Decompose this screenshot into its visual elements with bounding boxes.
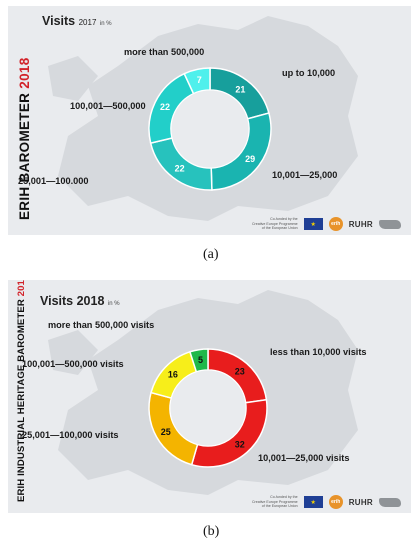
slice-value-label: 25 bbox=[161, 427, 171, 437]
slice-value-label: 22 bbox=[160, 102, 170, 112]
chart-panel-b: 23 32 25 16 5 less than 10,000 visits 10,001—… bbox=[8, 280, 411, 513]
donut-chart-2018: 23 32 25 16 5 less than 10,000 visits 10,001—… bbox=[22, 290, 367, 495]
donut-chart-2017: 21 29 22 22 7 up to 10,000 10,001—25,000 25,00… bbox=[18, 16, 358, 221]
eu-flag-icon: ★ bbox=[303, 496, 323, 508]
footer-logos: Co-funded by the Creative Europe Program… bbox=[252, 217, 401, 231]
ruhr-logo: RUHR bbox=[348, 219, 373, 229]
donut-slice bbox=[188, 348, 209, 373]
slice-value-label: 32 bbox=[235, 440, 245, 450]
slice-value-label: 22 bbox=[175, 164, 185, 174]
slice-value-label: 5 bbox=[198, 355, 203, 365]
slice-category-label: 25,001—100.000 bbox=[18, 176, 89, 186]
slice-category-label: 100,001—500,000 visits bbox=[22, 359, 124, 369]
slice-category-label: 100,001—500,000 bbox=[70, 101, 146, 111]
slice-category-label: 10,001—25,000 visits bbox=[258, 453, 349, 463]
slice-category-label: more than 500,000 bbox=[124, 47, 204, 57]
slice-category-label: 25,001—100,000 visits bbox=[22, 430, 119, 440]
caption-a: (a) bbox=[203, 247, 219, 262]
donut-hole bbox=[170, 370, 246, 446]
slice-category-label: up to 10,000 bbox=[282, 68, 335, 78]
chart-title: Visits 2018 in % bbox=[40, 294, 120, 308]
erih-logo: erih bbox=[328, 495, 343, 509]
chart-panel-a: 21 29 22 22 7 up to 10,000 10,001—25,000 25,00… bbox=[8, 6, 411, 235]
funding-note: Co-funded by the Creative Europe Program… bbox=[251, 217, 298, 231]
ruhr-logo: RUHR bbox=[348, 497, 373, 507]
eu-flag-icon: ★ bbox=[303, 218, 323, 230]
slice-value-label: 23 bbox=[235, 366, 245, 376]
slice-value-label: 16 bbox=[168, 370, 178, 380]
ruhr-map-icon bbox=[379, 497, 401, 507]
footer-logos: Co-funded by the Creative Europe Program… bbox=[252, 495, 401, 509]
slice-value-label: 29 bbox=[245, 154, 255, 164]
vertical-title: ERIH INDUSTRIAL HERITAGE BAROMETER 2019 bbox=[16, 280, 27, 502]
chart-title: Visits 2017 in % bbox=[42, 14, 112, 28]
slice-category-label: 10,001—25,000 bbox=[272, 170, 337, 180]
slice-value-label: 21 bbox=[235, 84, 245, 94]
caption-b: (b) bbox=[203, 524, 220, 539]
donut-hole bbox=[171, 90, 249, 168]
vertical-title: ERIH BAROMETER 2018 bbox=[17, 57, 32, 221]
ruhr-map-icon bbox=[379, 219, 401, 229]
slice-category-label: more than 500,000 visits bbox=[48, 320, 154, 330]
slice-category-label: less than 10,000 visits bbox=[270, 347, 367, 357]
funding-note: Co-funded by the Creative Europe Program… bbox=[251, 495, 298, 509]
donut-slice bbox=[183, 67, 211, 95]
slice-value-label: 7 bbox=[197, 75, 202, 85]
erih-logo: erih bbox=[328, 217, 343, 231]
